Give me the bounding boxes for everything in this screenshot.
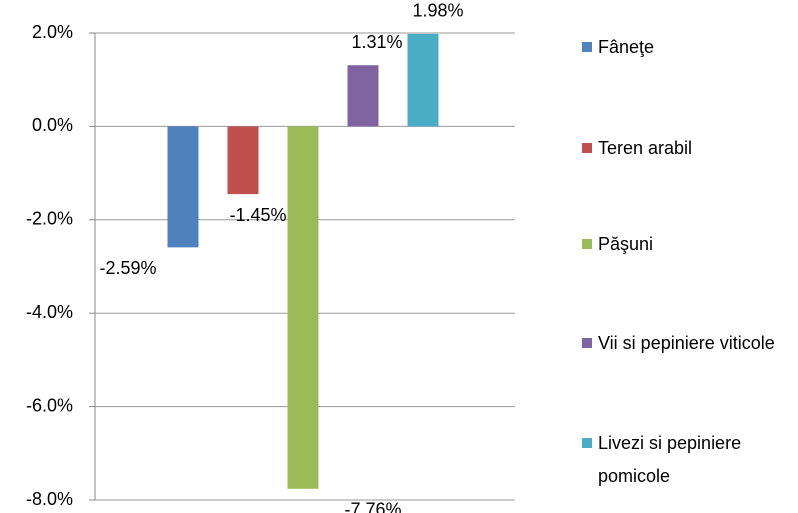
legend-label: Păşuni: [598, 234, 654, 254]
legend-swatch: [582, 239, 592, 249]
data-label: -1.45%: [229, 205, 286, 225]
data-label: 1.31%: [351, 32, 402, 52]
bar: [407, 33, 439, 127]
legend-label: Livezi si pepiniere pomicole: [598, 433, 742, 486]
data-label: -2.59%: [99, 258, 156, 278]
data-label: 1.98%: [412, 1, 463, 21]
bar: [167, 126, 199, 248]
legend-item: Livezi si pepiniere pomicole: [582, 427, 792, 493]
legend-label: Teren arabil: [598, 138, 693, 158]
y-tick-label: -6.0%: [26, 395, 73, 415]
legend-item: Teren arabil: [582, 132, 792, 165]
legend-swatch: [582, 438, 592, 448]
bar: [227, 126, 259, 195]
y-tick-label: -2.0%: [26, 209, 73, 229]
y-tick-label: 2.0%: [32, 22, 73, 42]
y-tick-label: -4.0%: [26, 302, 73, 322]
bar: [347, 65, 379, 127]
legend-label: Fâneţe: [598, 37, 655, 57]
bar: [287, 126, 319, 489]
legend-swatch: [582, 143, 592, 153]
legend-swatch: [582, 338, 592, 348]
y-tick-label: -8.0%: [26, 489, 73, 509]
legend-item: Vii si pepiniere viticole: [582, 327, 792, 360]
y-tick-label: 0.0%: [32, 115, 73, 135]
legend-item: Păşuni: [582, 228, 792, 261]
legend-item: Fâneţe: [582, 31, 792, 64]
data-label: -7.76%: [344, 500, 401, 513]
legend-label: Vii si pepiniere viticole: [598, 333, 775, 353]
legend-swatch: [582, 42, 592, 52]
